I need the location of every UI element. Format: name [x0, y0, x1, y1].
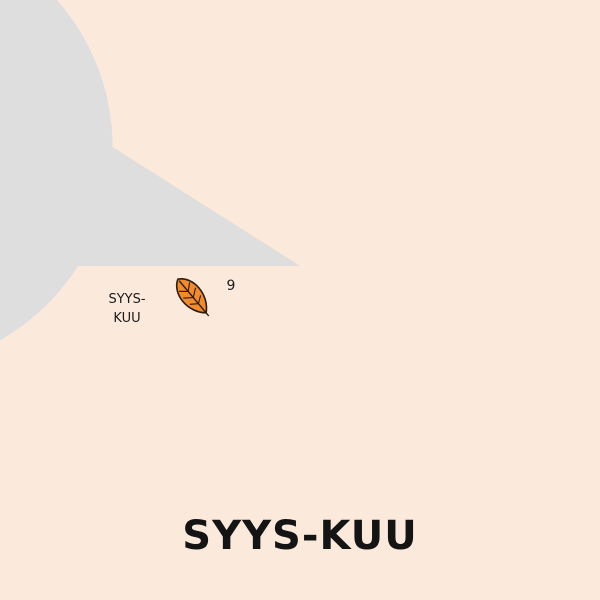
slice-value-label: 9 — [227, 278, 236, 294]
slice-label: SYYS-KUU — [108, 292, 145, 326]
pie-slices — [0, 0, 300, 341]
chart-title: SYYS-KUU — [182, 513, 418, 559]
pie-slice-1 — [0, 0, 300, 341]
slice-labels: SYYS-KUU 9 — [108, 278, 235, 326]
leaf-icon — [175, 278, 210, 317]
